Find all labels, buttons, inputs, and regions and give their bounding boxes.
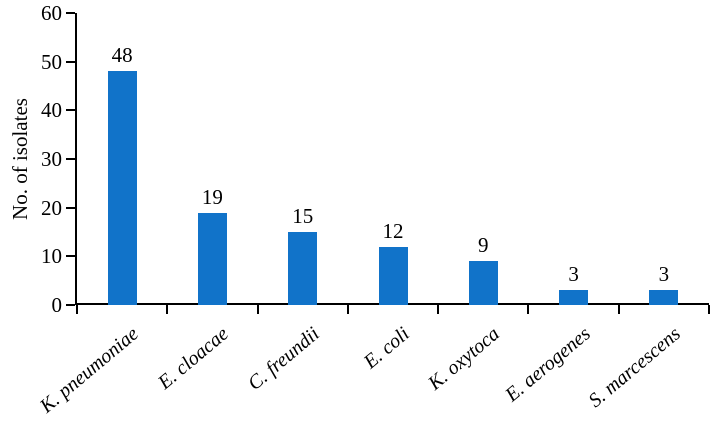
y-tick-label: 30	[41, 147, 62, 171]
x-tick-mark	[166, 305, 169, 314]
bar-value-label: 19	[201, 184, 223, 209]
y-tick-label: 40	[41, 98, 62, 123]
y-tick-mark	[66, 12, 75, 14]
bar-value-label: 3	[568, 262, 579, 287]
y-tick-label: 0	[51, 293, 63, 317]
bar	[468, 261, 498, 305]
bar-value-label: 12	[382, 218, 404, 243]
x-tick-mark	[437, 305, 440, 314]
bar	[197, 212, 227, 305]
y-tick-label: 20	[41, 195, 62, 220]
x-tick-mark	[76, 305, 78, 314]
y-tick-mark	[66, 255, 75, 258]
x-tick-mark	[346, 305, 349, 314]
y-tick-label: 50	[41, 49, 62, 74]
x-tick-mark	[527, 305, 530, 314]
bar-value-label: 3	[658, 262, 670, 287]
y-tick-mark	[66, 60, 75, 63]
bar-value-label: 48	[111, 43, 133, 68]
bar	[559, 290, 589, 305]
bar	[649, 290, 679, 305]
y-tick-mark	[66, 206, 75, 209]
y-tick-mark	[66, 109, 75, 112]
x-tick-mark	[256, 305, 259, 314]
bar	[107, 71, 137, 305]
y-tick-mark	[66, 304, 75, 306]
y-tick-mark	[66, 158, 75, 160]
x-tick-mark	[708, 305, 710, 314]
y-tick-label: 10	[41, 244, 62, 269]
bar-value-label: 9	[478, 233, 489, 258]
bar	[288, 232, 318, 305]
bar-value-label: 15	[292, 204, 314, 228]
bar	[378, 246, 408, 305]
x-tick-mark	[617, 305, 620, 314]
y-tick-label: 60	[41, 1, 62, 25]
